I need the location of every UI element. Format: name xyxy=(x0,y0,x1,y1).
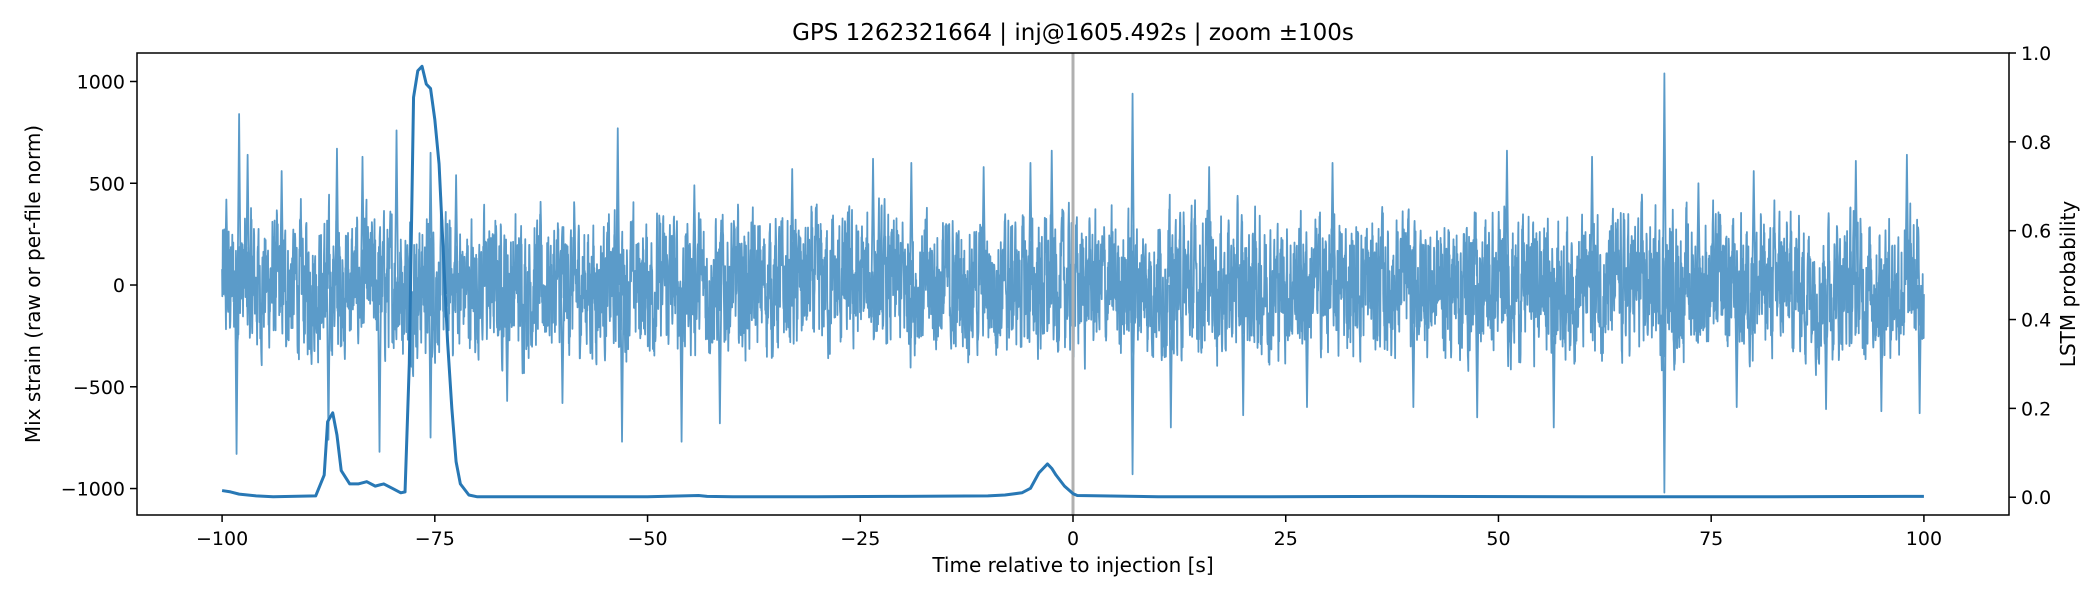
probability-series-line xyxy=(221,64,1924,499)
x-tick-label: −50 xyxy=(627,528,667,550)
y-axis-left: 1000 500 0 −500 −1000 xyxy=(61,71,137,501)
y-axis-right-label: LSTM probability xyxy=(2056,201,2080,368)
y-right-tick-label: 1.0 xyxy=(2021,43,2051,65)
y-right-tick-label: 0.2 xyxy=(2021,398,2051,420)
x-tick-label: 100 xyxy=(1906,528,1942,550)
y-left-tick-label: 0 xyxy=(113,275,125,297)
x-tick-label: 75 xyxy=(1699,528,1723,550)
x-axis: −100 −75 −50 −25 0 25 50 75 100 xyxy=(196,515,1942,550)
x-tick-label: 50 xyxy=(1486,528,1510,550)
y-right-tick-label: 0.6 xyxy=(2021,221,2051,243)
y-left-tick-label: 500 xyxy=(89,173,125,195)
y-right-tick-label: 0.4 xyxy=(2021,310,2051,332)
y-axis-right: 1.0 0.8 0.6 0.4 0.2 0.0 xyxy=(2009,43,2051,509)
x-tick-label: 25 xyxy=(1274,528,1298,550)
x-tick-label: −25 xyxy=(840,528,880,550)
y-right-tick-label: 0.0 xyxy=(2021,487,2051,509)
y-left-tick-label: −500 xyxy=(73,377,125,399)
chart-title: GPS 1262321664 | inj@1605.492s | zoom ±1… xyxy=(792,20,1354,46)
y-left-tick-label: −1000 xyxy=(61,479,125,501)
y-left-tick-label: 1000 xyxy=(77,71,125,93)
y-axis-left-label: Mix strain (raw or per-file norm) xyxy=(21,125,45,443)
x-tick-label: −100 xyxy=(196,528,248,550)
x-axis-label: Time relative to injection [s] xyxy=(931,553,1213,577)
x-tick-label: −75 xyxy=(415,528,455,550)
y-right-tick-label: 0.8 xyxy=(2021,132,2051,154)
x-tick-label: 0 xyxy=(1067,528,1079,550)
